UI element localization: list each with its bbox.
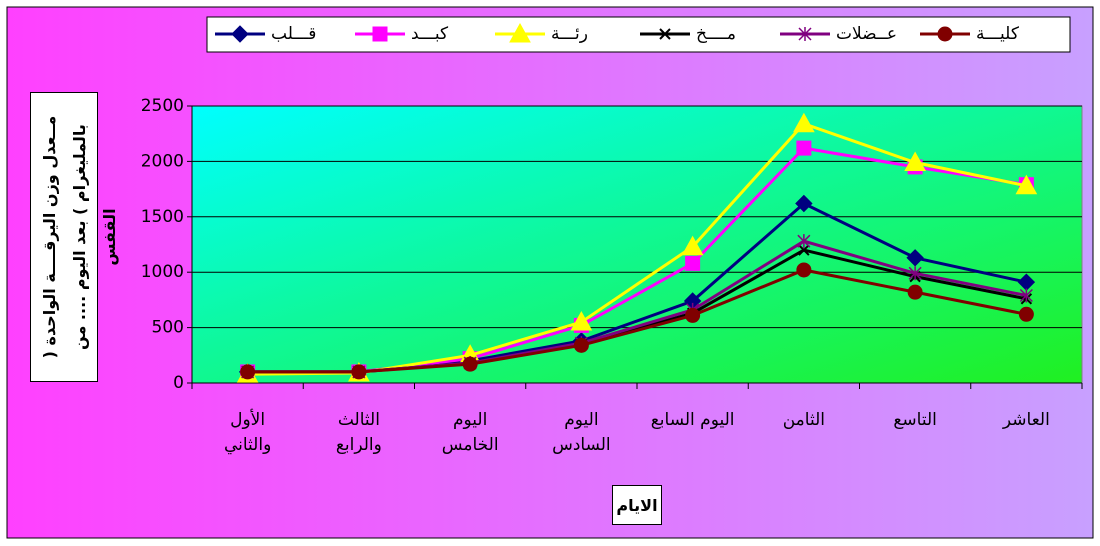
- y-tick-label: 2000: [141, 151, 184, 171]
- marker: [937, 26, 953, 42]
- legend-label: كليـــة: [976, 24, 1020, 44]
- marker: [798, 27, 812, 41]
- marker: [685, 307, 701, 323]
- marker: [793, 112, 815, 133]
- x-tick-label: اليوم الخامس: [441, 410, 499, 455]
- x-tick-label: التاسع: [893, 410, 937, 430]
- y-tick-label: 2500: [141, 96, 184, 116]
- marker: [1019, 288, 1033, 303]
- marker: [1015, 174, 1038, 195]
- series-line: [247, 268, 1027, 374]
- marker: [462, 356, 478, 372]
- marker: [570, 311, 593, 331]
- marker: [796, 140, 812, 156]
- y-tick-label: 0: [173, 373, 184, 393]
- marker: [231, 25, 249, 43]
- x-tick-label: اليوم السادس: [552, 410, 611, 455]
- marker: [372, 26, 388, 42]
- legend-label: كبـــد: [411, 24, 449, 44]
- y-tick-label: 1500: [141, 207, 184, 227]
- legend-label: مــــخ: [696, 24, 736, 44]
- marker: [681, 235, 704, 256]
- y-tick-label: 1000: [141, 262, 184, 282]
- marker: [573, 337, 589, 353]
- x-tick-label: العاشر: [1002, 410, 1050, 430]
- marker: [906, 249, 924, 267]
- x-tick-label: الأول والثاني: [223, 410, 272, 455]
- marker: [351, 364, 367, 380]
- legend-label: رئـــة: [551, 24, 588, 44]
- legend-label: قـــلب: [271, 24, 316, 44]
- x-tick-label: الثامن: [782, 410, 825, 430]
- marker: [904, 151, 926, 172]
- y-axis-title: مــعدل وزن اليرقــــة الواحدة ( بالمليغر…: [30, 92, 119, 382]
- marker: [1018, 306, 1034, 322]
- marker: [797, 234, 811, 249]
- marker: [907, 284, 923, 300]
- marker: [798, 244, 810, 256]
- x-tick-label: الثالث والرابع: [335, 410, 382, 455]
- marker: [659, 28, 671, 40]
- y-tick-label: 500: [152, 318, 184, 338]
- marker: [240, 364, 256, 380]
- legend-label: عــضلات: [836, 24, 897, 44]
- x-axis-title: الايام: [612, 485, 662, 525]
- x-tick-label: اليوم السابع: [650, 410, 735, 430]
- marker: [509, 22, 531, 43]
- marker: [685, 255, 701, 271]
- marker: [908, 266, 922, 281]
- marker: [795, 194, 813, 213]
- marker: [796, 262, 812, 278]
- plot-area: [191, 105, 1083, 384]
